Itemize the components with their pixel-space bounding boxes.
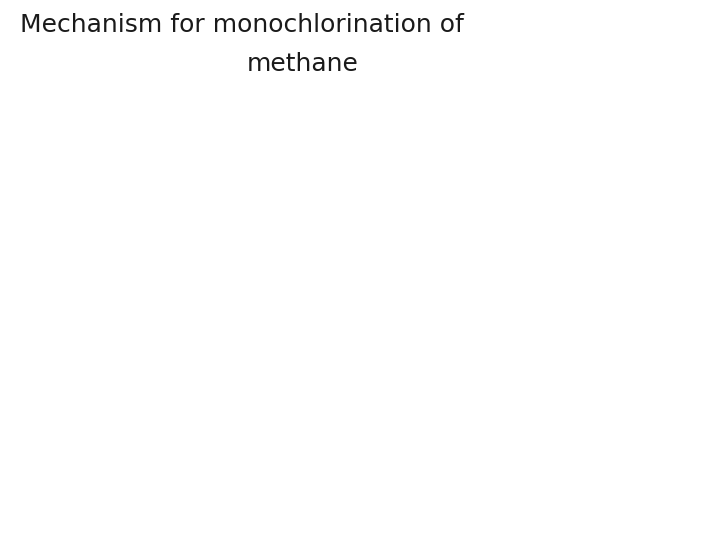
Text: Mechanism for monochlorination of: Mechanism for monochlorination of: [20, 14, 464, 37]
Text: methane: methane: [246, 52, 359, 76]
